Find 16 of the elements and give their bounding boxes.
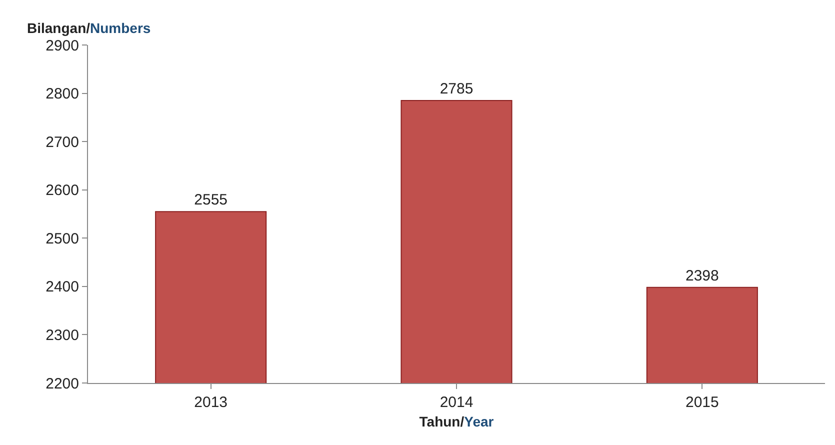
x-tick-label: 2014 <box>440 394 474 411</box>
y-tick-label: 2300 <box>46 326 79 344</box>
y-axis-title: Bilangan/Numbers <box>27 20 151 36</box>
data-label: 2398 <box>685 267 719 284</box>
x-tick-label: 2013 <box>194 394 228 411</box>
y-tick-label: 2400 <box>46 278 79 296</box>
y-tick-label: 2500 <box>46 230 79 248</box>
y-tick-label: 2200 <box>46 375 79 392</box>
x-tick-label: 2015 <box>685 394 719 411</box>
x-axis-title: Tahun/Year <box>419 413 494 430</box>
y-tick-label: 2900 <box>46 37 79 54</box>
y-tick-label: 2600 <box>46 182 79 200</box>
y-tick-label: 2700 <box>46 134 79 151</box>
data-label: 2555 <box>194 192 228 209</box>
y-tick-label: 2800 <box>46 86 79 103</box>
data-label: 2785 <box>440 80 474 98</box>
